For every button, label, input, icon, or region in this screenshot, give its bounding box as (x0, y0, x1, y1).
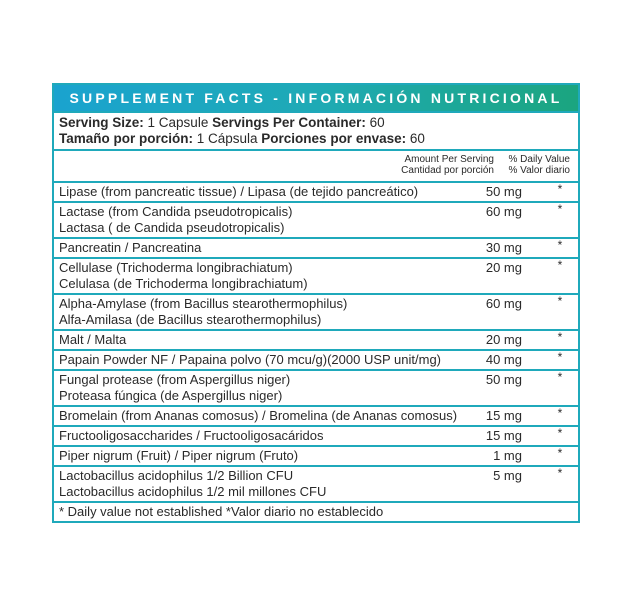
daily-value-asterisk: * (557, 182, 563, 196)
ingredient-amount: 15 mg (485, 428, 522, 443)
ingredient-name: Fructooligosaccharides / Fructooligosacá… (59, 428, 471, 444)
ingredient-name-line: Lactase (from Candida pseudotropicalis) (59, 204, 293, 219)
ingredient-name: Piper nigrum (Fruit) / Piper nigrum (Fru… (59, 448, 471, 464)
daily-value-asterisk: * (557, 406, 563, 420)
ingredient-name-line: Lactobacillus acidophilus 1/2 mil millon… (59, 484, 327, 499)
ingredient-row: Cellulase (Trichoderma longibrachiatum) C… (54, 257, 578, 293)
ingredient-name: Bromelain (from Ananas comosus) / Bromel… (59, 408, 471, 424)
ingredient-name-line: Fructooligosaccharides / Fructooligosacá… (59, 428, 324, 443)
amount-header-en: Amount Per Serving (404, 154, 495, 165)
ingredient-row: Lactobacillus acidophilus 1/2 Billion CF… (54, 465, 578, 501)
ingredient-name-line: Alfa-Amilasa (de Bacillus stearothermoph… (59, 312, 322, 327)
servings-per-container-value: 60 (365, 115, 385, 130)
ingredient-amount: 15 mg (485, 408, 522, 423)
dv-header-es: % Valor diario (508, 165, 570, 176)
ingredient-name: Lipase (from pancreatic tissue) / Lipasa… (59, 184, 471, 200)
ingredient-name-line: Lactasa ( de Candida pseudotropicalis) (59, 220, 285, 235)
ingredient-name: Lactase (from Candida pseudotropicalis) L… (59, 204, 471, 236)
ingredient-row: Fructooligosaccharides / Fructooligosacá… (54, 425, 578, 445)
daily-value-asterisk: * (557, 238, 563, 252)
ingredient-row: Fungal protease (from Aspergillus niger)… (54, 369, 578, 405)
ingredient-row: Bromelain (from Ananas comosus) / Bromel… (54, 405, 578, 425)
daily-value-asterisk: * (557, 446, 563, 460)
column-headers: Amount Per Serving Cantidad por porción … (54, 149, 578, 181)
ingredient-row: Pancreatin / Pancreatina 30 mg * (54, 237, 578, 257)
ingredient-row: Papain Powder NF / Papaina polvo (70 mcu… (54, 349, 578, 369)
ingredient-row: Lipase (from pancreatic tissue) / Lipasa… (54, 181, 578, 201)
ingredient-amount: 20 mg (485, 332, 522, 347)
amount-column-header: Amount Per Serving Cantidad por porción (374, 154, 494, 176)
ingredient-amount: 40 mg (485, 352, 522, 367)
daily-value-asterisk: * (557, 330, 563, 344)
serving-size-value: 1 Capsule (143, 115, 213, 130)
ingredient-name: Pancreatin / Pancreatina (59, 240, 471, 256)
servings-per-container-label: Servings Per Container: (212, 115, 366, 130)
amount-header-es: Cantidad por porción (401, 165, 494, 176)
ingredient-name-line: Papain Powder NF / Papaina polvo (70 mcu… (59, 352, 442, 367)
footnote: * Daily value not established *Valor dia… (54, 501, 578, 521)
ingredient-name: Malt / Malta (59, 332, 471, 348)
label-title: SUPPLEMENT FACTS - INFORMACIÓN NUTRICION… (54, 85, 578, 111)
ingredient-rows: Lipase (from pancreatic tissue) / Lipasa… (54, 181, 578, 501)
ingredient-name: Alpha-Amylase (from Bacillus stearotherm… (59, 296, 471, 328)
ingredient-name-line: Lipase (from pancreatic tissue) / Lipasa… (59, 184, 419, 199)
ingredient-name: Lactobacillus acidophilus 1/2 Billion CF… (59, 468, 471, 500)
ingredient-amount: 60 mg (485, 204, 522, 219)
serving-line-en: Serving Size: 1 Capsule Servings Per Con… (59, 115, 573, 131)
serving-size-label-es: Tamaño por porción: (59, 131, 193, 146)
ingredient-name: Cellulase (Trichoderma longibrachiatum) C… (59, 260, 471, 292)
ingredient-row: Piper nigrum (Fruit) / Piper nigrum (Fru… (54, 445, 578, 465)
ingredient-amount: 50 mg (485, 372, 522, 387)
ingredient-amount: 1 mg (493, 448, 522, 463)
ingredient-name-line: Proteasa fúngica (de Aspergillus niger) (59, 388, 283, 403)
serving-size-label: Serving Size: (59, 115, 144, 130)
ingredient-amount: 30 mg (485, 240, 522, 255)
ingredient-name: Papain Powder NF / Papaina polvo (70 mcu… (59, 352, 471, 368)
daily-value-asterisk: * (557, 350, 563, 364)
daily-value-asterisk: * (557, 466, 563, 480)
serving-line-es: Tamaño por porción: 1 Cápsula Porciones … (59, 131, 573, 147)
servings-per-container-value-es: 60 (406, 131, 425, 146)
ingredient-name-line: Bromelain (from Ananas comosus) / Bromel… (59, 408, 458, 423)
ingredient-name-line: Alpha-Amylase (from Bacillus stearotherm… (59, 296, 348, 311)
daily-value-asterisk: * (557, 426, 563, 440)
daily-value-asterisk: * (557, 258, 563, 272)
ingredient-amount: 50 mg (485, 184, 522, 199)
ingredient-amount: 5 mg (493, 468, 522, 483)
ingredient-row: Malt / Malta 20 mg * (54, 329, 578, 349)
ingredient-name-line: Lactobacillus acidophilus 1/2 Billion CF… (59, 468, 294, 483)
ingredient-amount: 20 mg (485, 260, 522, 275)
serving-size-value-es: 1 Cápsula (193, 131, 262, 146)
ingredient-name-line: Pancreatin / Pancreatina (59, 240, 202, 255)
ingredient-name-line: Fungal protease (from Aspergillus niger) (59, 372, 291, 387)
ingredient-amount: 60 mg (485, 296, 522, 311)
daily-value-asterisk: * (557, 202, 563, 216)
ingredient-name-line: Piper nigrum (Fruit) / Piper nigrum (Fru… (59, 448, 299, 463)
serving-info: Serving Size: 1 Capsule Servings Per Con… (54, 111, 578, 149)
ingredient-row: Alpha-Amylase (from Bacillus stearotherm… (54, 293, 578, 329)
daily-value-asterisk: * (557, 370, 563, 384)
daily-value-asterisk: * (557, 294, 563, 308)
ingredient-name-line: Celulasa (de Trichoderma longibrachiatum… (59, 276, 308, 291)
dv-header-en: % Daily Value (508, 154, 570, 165)
ingredient-name: Fungal protease (from Aspergillus niger)… (59, 372, 471, 404)
daily-value-column-header: % Daily Value % Valor diario (496, 154, 570, 176)
ingredient-name-line: Cellulase (Trichoderma longibrachiatum) (59, 260, 293, 275)
ingredient-name-line: Malt / Malta (59, 332, 127, 347)
ingredient-row: Lactase (from Candida pseudotropicalis) L… (54, 201, 578, 237)
servings-per-container-label-es: Porciones por envase: (261, 131, 407, 146)
supplement-facts-label: SUPPLEMENT FACTS - INFORMACIÓN NUTRICION… (52, 83, 580, 523)
